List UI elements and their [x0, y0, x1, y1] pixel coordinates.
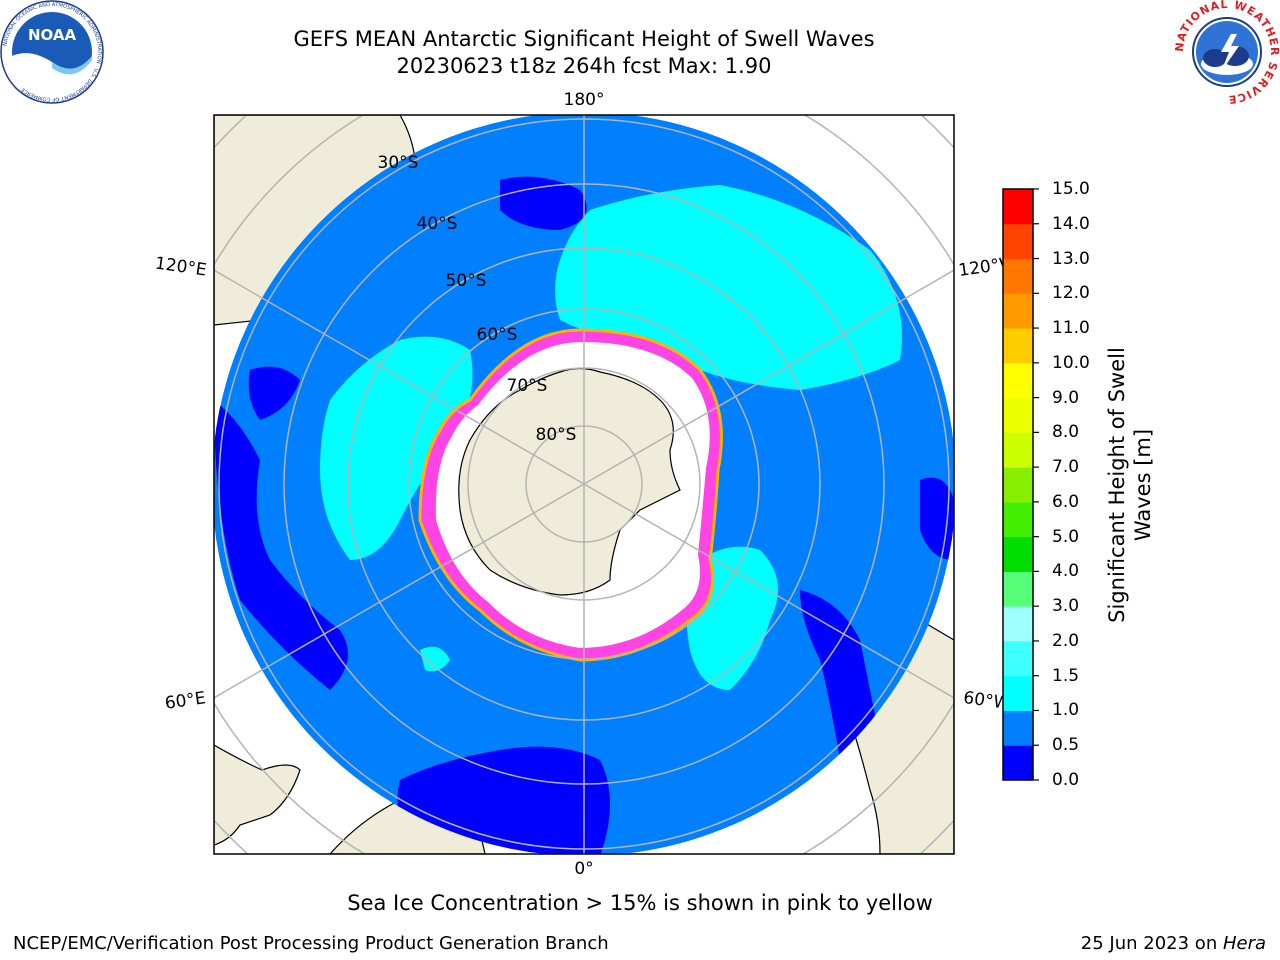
sea-ice-note: Sea Ice Concentration > 15% is shown in …	[347, 891, 933, 915]
colorbar-segment	[1003, 467, 1033, 503]
colorbar-tick-label: 15.0	[1052, 179, 1090, 199]
colorbar-tick-label: 9.0	[1052, 387, 1080, 408]
colorbar-tick-label: 10.0	[1052, 352, 1090, 373]
colorbar-tick-label: 0.0	[1052, 770, 1080, 790]
run-date-text: 25 Jun 2023 on	[1080, 933, 1223, 954]
lon-label-120e: 120°E	[154, 254, 208, 281]
colorbar-tick-label: 13.0	[1052, 248, 1090, 269]
lat-label-80s: 80°S	[536, 425, 577, 445]
colorbar-tick-label: 5.0	[1052, 526, 1080, 547]
colorbar-tick-label: 6.0	[1052, 491, 1080, 512]
lat-label-40s: 40°S	[417, 214, 458, 234]
lon-label-180: 180°	[564, 90, 605, 110]
colorbar-label: Significant Height of Swell Waves [m]	[1105, 347, 1155, 623]
colorbar-segment	[1003, 640, 1033, 677]
colorbar-tick-label: 12.0	[1052, 283, 1090, 304]
graticule	[218, 115, 950, 854]
colorbar-segment	[1003, 606, 1033, 642]
lat-label-50s: 50°S	[446, 271, 487, 291]
colorbar-tick-label: 11.0	[1052, 318, 1090, 339]
colorbar-segment	[1003, 432, 1033, 468]
colorbar	[1003, 188, 1039, 781]
colorbar-tick-label: 7.0	[1052, 457, 1080, 478]
antarctica	[458, 367, 681, 596]
lat-label-70s: 70°S	[507, 376, 548, 396]
credit-text: NCEP/EMC/Verification Post Processing Pr…	[13, 933, 609, 954]
colorbar-segment	[1003, 189, 1033, 225]
lat-label-60s: 60°S	[477, 325, 518, 345]
colorbar-tick-label: 1.5	[1052, 665, 1080, 686]
colorbar-segment	[1003, 710, 1033, 746]
map-frame	[213, 114, 955, 855]
latitude-labels: 30°S 40°S 50°S 60°S 70°S 80°S	[378, 153, 577, 445]
map-panel	[214, 115, 954, 854]
noaa-logo: NOAA NATIONAL OCEANIC AND ATMOSPHERIC AD…	[0, 0, 104, 104]
colorbar-frame	[1002, 188, 1034, 781]
colorbar-segment	[1003, 328, 1033, 364]
run-date: 25 Jun 2023 on Hera	[1081, 933, 1266, 955]
lon-label-0: 0°	[574, 859, 593, 879]
colorbar-segment	[1003, 293, 1033, 329]
colorbar-segment	[1003, 675, 1033, 711]
colorbar-tick-label: 8.0	[1052, 422, 1080, 443]
colorbar-tick-label: 0.5	[1052, 735, 1080, 756]
colorbar-segment	[1003, 745, 1033, 781]
colorbar-segment	[1003, 223, 1033, 260]
colorbar-segment	[1003, 258, 1033, 294]
chart-title: GEFS MEAN Antarctic Significant Height o…	[293, 27, 875, 51]
colorbar-segment	[1003, 571, 1033, 607]
lon-label-60e: 60°E	[164, 688, 207, 713]
colorbar-segment	[1003, 362, 1033, 399]
run-machine: Hera	[1222, 933, 1266, 954]
graticule-outer	[214, 115, 954, 854]
colorbar-tick-label: 1.0	[1052, 700, 1080, 721]
noaa-logo-text: NOAA	[28, 26, 77, 44]
colorbar-tick-label: 3.0	[1052, 596, 1080, 617]
colorbar-segment	[1003, 397, 1033, 433]
chart-subtitle: 20230623 t18z 264h fcst Max: 1.90	[396, 54, 772, 78]
colorbar-tick-label: 2.0	[1052, 630, 1080, 651]
colorbar-segment	[1003, 536, 1033, 572]
lat-label-30s: 30°S	[378, 153, 419, 173]
swell-field-low	[214, 176, 954, 854]
national-weather-service-logo: NATIONAL WEATHER SERVICE	[1175, 0, 1280, 104]
colorbar-tick-label: 4.0	[1052, 561, 1080, 582]
colorbar-tick-label: 14.0	[1052, 213, 1090, 234]
colorbar-segment	[1003, 501, 1033, 538]
